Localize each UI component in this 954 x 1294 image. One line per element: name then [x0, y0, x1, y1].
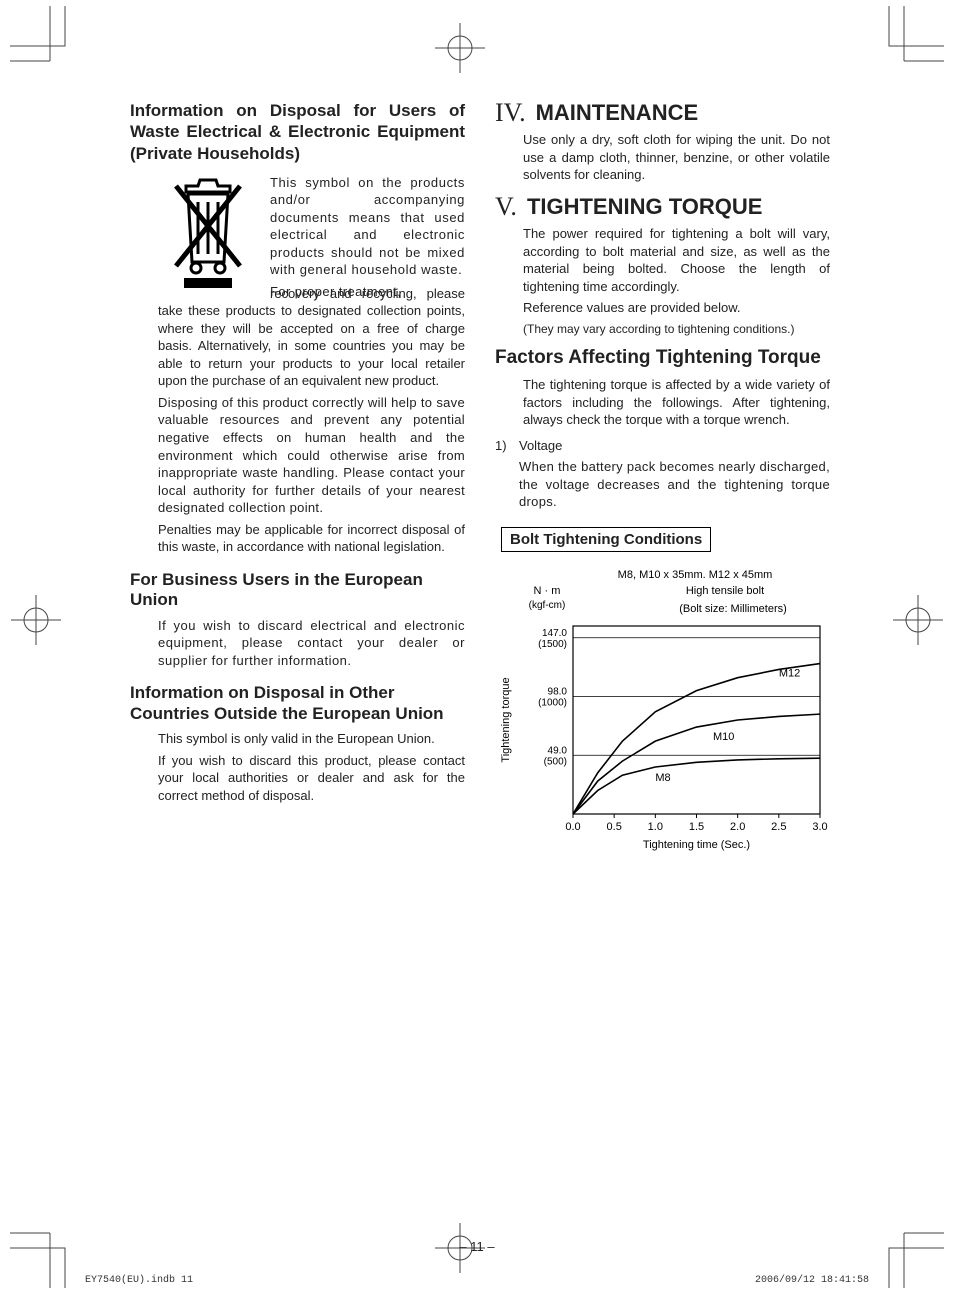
- torque-body-1: The power required for tightening a bolt…: [523, 225, 830, 295]
- roman-iv: IV.: [495, 100, 526, 126]
- bolt-conditions-box: Bolt Tightening Conditions: [501, 527, 711, 552]
- other-countries-heading: Information on Disposal in Other Countri…: [130, 683, 465, 724]
- section-v-header: V. TIGHTENING TORQUE: [495, 194, 830, 223]
- svg-text:3.0: 3.0: [812, 821, 827, 833]
- svg-text:Tightening time (Sec.): Tightening time (Sec.): [643, 839, 750, 851]
- footer-timestamp: 2006/09/12 18:41:58: [755, 1275, 869, 1286]
- svg-text:(500): (500): [544, 756, 567, 767]
- right-column: IV. MAINTENANCE Use only a dry, soft clo…: [495, 100, 830, 859]
- disposal-para-4: Penalties may be applicable for incorrec…: [158, 521, 465, 556]
- crop-mark-tl: [10, 6, 80, 76]
- svg-text:Tightening torque: Tightening torque: [500, 677, 512, 762]
- svg-text:M12: M12: [779, 667, 800, 679]
- svg-text:(kgf-cm): (kgf-cm): [529, 600, 566, 611]
- page-content: Information on Disposal for Users of Was…: [130, 100, 830, 859]
- left-column: Information on Disposal for Users of Was…: [130, 100, 465, 859]
- footer-filename: EY7540(EU).indb 11: [85, 1275, 193, 1286]
- registration-mark-right: [888, 590, 948, 650]
- maintenance-body: Use only a dry, soft cloth for wiping th…: [523, 131, 830, 184]
- svg-text:(Bolt size: Millimeters): (Bolt size: Millimeters): [679, 603, 787, 615]
- svg-text:1.5: 1.5: [689, 821, 704, 833]
- roman-v: V.: [495, 194, 517, 220]
- other-countries-para-1: This symbol is only valid in the Europea…: [158, 730, 465, 748]
- svg-text:2.5: 2.5: [771, 821, 786, 833]
- svg-text:High tensile bolt: High tensile bolt: [686, 585, 764, 597]
- business-users-heading: For Business Users in the European Union: [130, 570, 465, 611]
- disposal-heading: Information on Disposal for Users of Was…: [130, 100, 465, 164]
- factors-body: The tightening torque is affected by a w…: [523, 376, 830, 429]
- voltage-body: When the battery pack becomes nearly dis…: [519, 458, 830, 511]
- svg-text:147.0: 147.0: [542, 628, 567, 639]
- svg-text:98.0: 98.0: [548, 686, 568, 697]
- other-countries-para-2: If you wish to discard this product, ple…: [158, 752, 465, 805]
- svg-text:1.0: 1.0: [648, 821, 663, 833]
- crop-mark-tr: [874, 6, 944, 76]
- disposal-para-3: Disposing of this product correctly will…: [158, 394, 465, 517]
- section-iv-header: IV. MAINTENANCE: [495, 100, 830, 129]
- svg-text:N · m: N · m: [534, 585, 561, 597]
- page-number: – 11 –: [0, 1239, 954, 1254]
- factors-heading: Factors Affecting Tightening Torque: [495, 347, 830, 370]
- disposal-para-2: recovery and recycling, please take thes…: [158, 285, 465, 390]
- business-users-para: If you wish to discard electrical and el…: [158, 617, 465, 670]
- tightening-torque-title: TIGHTENING TORQUE: [527, 194, 763, 219]
- maintenance-title: MAINTENANCE: [536, 100, 699, 125]
- torque-chart: M8, M10 x 35mm. M12 x 45mm High tensile b…: [495, 564, 830, 859]
- torque-body-3: (They may vary according to tightening c…: [523, 321, 830, 337]
- weee-bin-icon: [158, 174, 258, 294]
- svg-text:49.0: 49.0: [548, 745, 568, 756]
- voltage-label: Voltage: [519, 437, 830, 455]
- registration-mark-top: [430, 18, 490, 78]
- svg-text:2.0: 2.0: [730, 821, 745, 833]
- svg-text:M8: M8: [655, 772, 670, 784]
- svg-text:(1000): (1000): [538, 697, 567, 708]
- registration-mark-left: [6, 590, 66, 650]
- voltage-item: 1) Voltage When the battery pack becomes…: [495, 437, 830, 515]
- svg-text:0.0: 0.0: [565, 821, 580, 833]
- svg-text:(1500): (1500): [538, 639, 567, 650]
- svg-text:M8, M10 x 35mm. M12 x 45mm: M8, M10 x 35mm. M12 x 45mm: [618, 569, 773, 581]
- svg-text:M10: M10: [713, 731, 734, 743]
- torque-body-2: Reference values are provided below.: [523, 299, 830, 317]
- item-number: 1): [495, 437, 513, 515]
- svg-text:0.5: 0.5: [607, 821, 622, 833]
